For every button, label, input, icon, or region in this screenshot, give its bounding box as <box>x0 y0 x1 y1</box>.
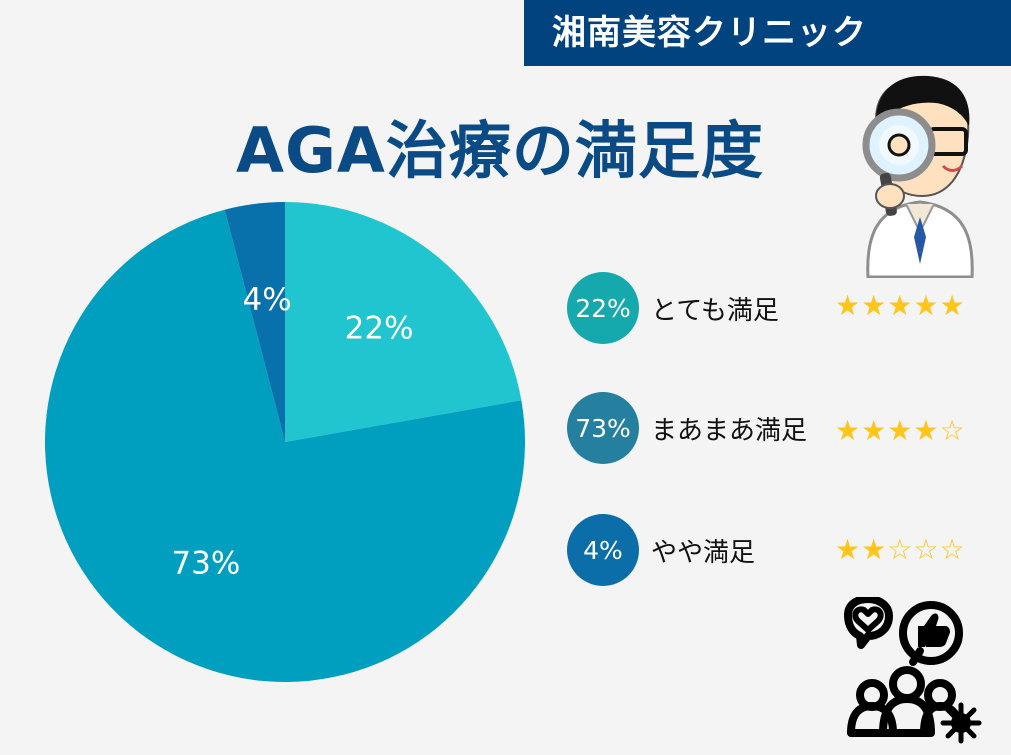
filled-star-icon: ★ <box>835 289 862 322</box>
pie-chart: 22% 73% 4% <box>45 202 525 682</box>
legend-badge: 4% <box>567 514 639 586</box>
empty-star-icon: ☆ <box>939 533 966 566</box>
empty-star-icon: ☆ <box>913 533 940 566</box>
filled-star-icon: ★ <box>835 414 862 447</box>
legend-label: まあまあ満足 <box>651 415 808 446</box>
empty-star-icon: ☆ <box>939 414 966 447</box>
filled-star-icon: ★ <box>861 414 888 447</box>
filled-star-icon: ★ <box>861 533 888 566</box>
legend-label: やや満足 <box>651 537 756 568</box>
pie-slice <box>285 202 522 442</box>
legend-item: 22% とても満足 <box>567 271 779 345</box>
legend-item: 4% やや満足 <box>567 513 755 587</box>
filled-star-icon: ★ <box>887 289 914 322</box>
people-feedback-icon <box>844 597 982 744</box>
pie-slice <box>224 202 285 442</box>
filled-star-icon: ★ <box>887 414 914 447</box>
legend-badge: 22% <box>567 272 639 344</box>
legend-badge: 73% <box>567 392 639 464</box>
filled-star-icon: ★ <box>913 414 940 447</box>
page-title: AGA治療の満足度 <box>236 114 764 187</box>
filled-star-icon: ★ <box>939 289 966 322</box>
star-rating: ★★★★☆ <box>835 414 966 447</box>
empty-star-icon: ☆ <box>887 533 914 566</box>
pie-slice <box>45 209 525 682</box>
pie-slice-label: 73% <box>171 546 240 582</box>
star-rating: ★★☆☆☆ <box>835 533 966 566</box>
brand-banner: 湘南美容クリニック <box>524 0 1011 66</box>
filled-star-icon: ★ <box>861 289 888 322</box>
legend-item: 73% まあまあ満足 <box>567 391 807 465</box>
brand-name: 湘南美容クリニック <box>552 13 867 53</box>
filled-star-icon: ★ <box>913 289 940 322</box>
legend-label: とても満足 <box>651 295 779 326</box>
pie-slice-label: 4% <box>242 282 291 318</box>
filled-star-icon: ★ <box>835 533 862 566</box>
pie-slice-label: 22% <box>345 310 414 346</box>
star-rating: ★★★★★ <box>835 289 966 322</box>
doctor-with-magnifier-icon <box>862 75 974 278</box>
